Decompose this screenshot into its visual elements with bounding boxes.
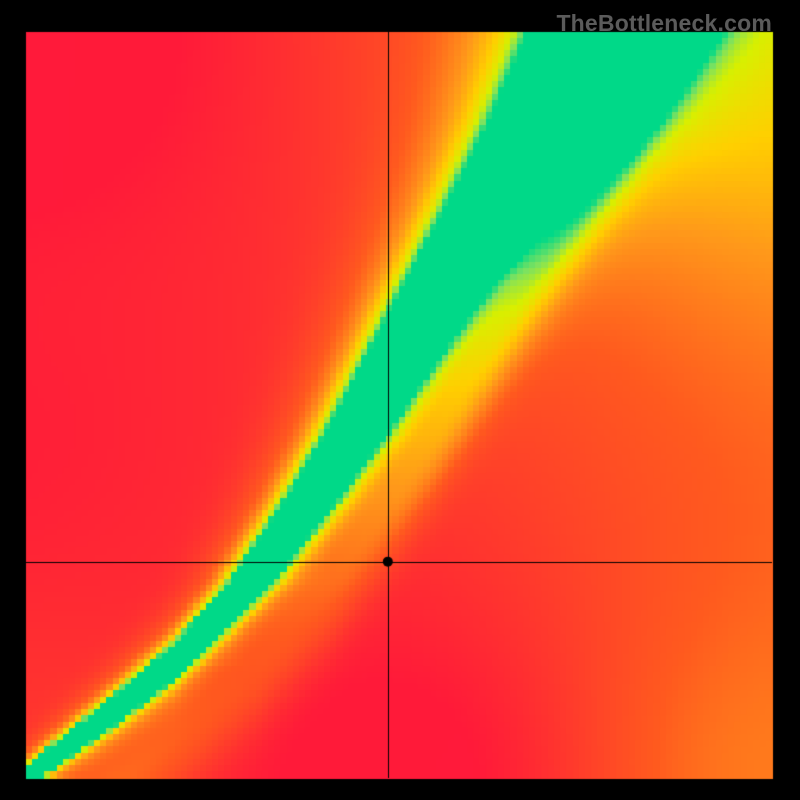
heatmap-canvas bbox=[0, 0, 800, 800]
watermark-text: TheBottleneck.com bbox=[556, 10, 772, 37]
chart-stage: TheBottleneck.com bbox=[0, 0, 800, 800]
